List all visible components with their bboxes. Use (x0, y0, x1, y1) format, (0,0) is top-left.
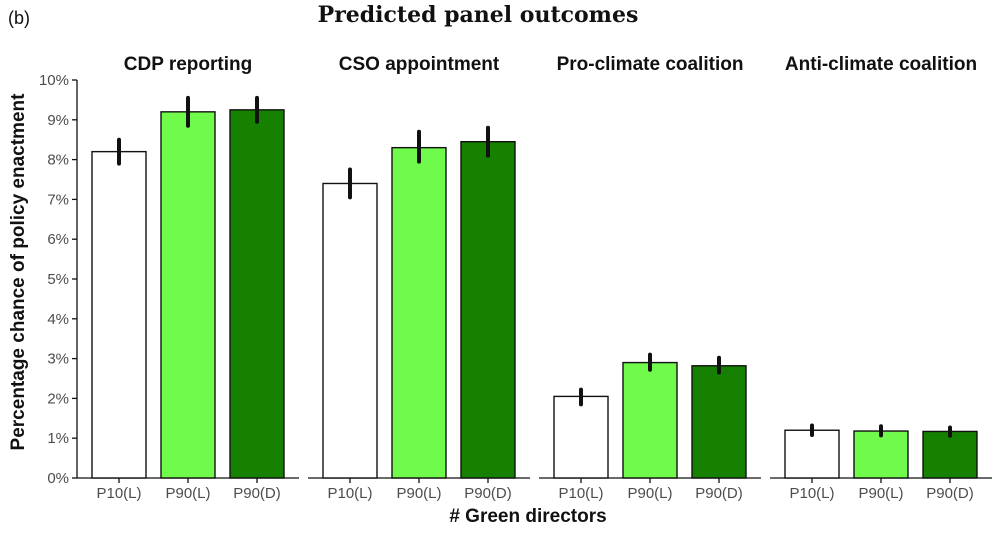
y-tick-label: 2% (47, 390, 69, 407)
x-tick-label: P90(D) (464, 485, 512, 502)
y-tick-label: 1% (47, 430, 69, 447)
y-axis-ticks: 0% 1% 2% 3% 4% 5% 6% 7% 8% 9% 10% (39, 72, 77, 487)
facet-3: Anti-climate coalition P10(L) P90(L) P90(D) (770, 54, 992, 502)
y-tick-label: 8% (47, 152, 69, 169)
bar (853, 430, 909, 479)
x-tick-label: P10(L) (789, 485, 834, 502)
x-axis-title: # Green directors (449, 506, 606, 527)
bar (322, 182, 378, 479)
x-tick-label: P90(L) (627, 485, 672, 502)
x-tick-label: P90(L) (396, 485, 441, 502)
y-tick-label: 6% (47, 231, 69, 248)
panel-tag: (b) (8, 8, 30, 28)
y-axis-title: Percentage chance of policy enactment (8, 93, 29, 451)
y-tick-label: 4% (47, 311, 69, 328)
y-tick-label: 9% (47, 112, 69, 129)
y-tick-label: 3% (47, 351, 69, 368)
facet-title: CDP reporting (124, 54, 252, 75)
facet-title: CSO appointment (339, 54, 500, 75)
chart-title: Predicted panel outcomes (318, 2, 639, 28)
facet-1: CSO appointment P10(L) P90(L) P90(D) (308, 54, 530, 502)
bar (160, 111, 216, 479)
x-tick-label: P10(L) (327, 485, 372, 502)
x-tick-label: P90(L) (858, 485, 903, 502)
y-tick-label: 5% (47, 271, 69, 288)
x-tick-label: P90(L) (165, 485, 210, 502)
x-tick-label: P90(D) (926, 485, 974, 502)
facet-0: CDP reporting P10(L) P90(L) P90(D) (77, 54, 299, 502)
bar (91, 150, 147, 479)
y-tick-label: 10% (39, 72, 69, 89)
x-tick-label: P90(D) (233, 485, 281, 502)
bar (622, 361, 678, 479)
facet-title: Pro-climate coalition (557, 54, 744, 75)
bar (229, 109, 285, 479)
facet-title: Anti-climate coalition (785, 54, 977, 75)
bar (391, 146, 447, 479)
x-tick-label: P10(L) (558, 485, 603, 502)
x-tick-label: P90(D) (695, 485, 743, 502)
bar (691, 365, 747, 479)
y-tick-label: 0% (47, 470, 69, 487)
bar (922, 430, 978, 479)
bar (553, 395, 609, 479)
y-tick-label: 7% (47, 191, 69, 208)
bar (460, 140, 516, 479)
facet-2: Pro-climate coalition P10(L) P90(L) P90(D) (539, 54, 761, 502)
x-tick-label: P10(L) (96, 485, 141, 502)
bar (784, 429, 840, 479)
